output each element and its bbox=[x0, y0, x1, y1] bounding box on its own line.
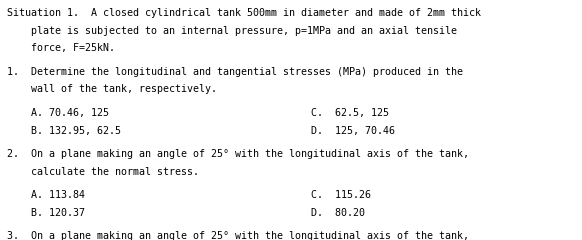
Text: force, F=25kN.: force, F=25kN. bbox=[7, 43, 115, 54]
Text: 1.  Determine the longitudinal and tangential stresses (MPa) produced in the: 1. Determine the longitudinal and tangen… bbox=[7, 67, 463, 77]
Text: plate is subjected to an internal pressure, p=1MPa and an axial tensile: plate is subjected to an internal pressu… bbox=[7, 26, 457, 36]
Text: D.  80.20: D. 80.20 bbox=[311, 208, 365, 218]
Text: A. 70.46, 125: A. 70.46, 125 bbox=[7, 108, 109, 118]
Text: D.  125, 70.46: D. 125, 70.46 bbox=[311, 126, 395, 136]
Text: Situation 1.  A closed cylindrical tank 500mm in diameter and made of 2mm thick: Situation 1. A closed cylindrical tank 5… bbox=[7, 8, 481, 18]
Text: wall of the tank, respectively.: wall of the tank, respectively. bbox=[7, 84, 217, 95]
Text: 2.  On a plane making an angle of 25° with the longitudinal axis of the tank,: 2. On a plane making an angle of 25° wit… bbox=[7, 149, 469, 159]
Text: C.  115.26: C. 115.26 bbox=[311, 190, 371, 200]
Text: A. 113.84: A. 113.84 bbox=[7, 190, 85, 200]
Text: calculate the normal stress.: calculate the normal stress. bbox=[7, 167, 199, 177]
Text: B. 120.37: B. 120.37 bbox=[7, 208, 85, 218]
Text: 3.  On a plane making an angle of 25° with the longitudinal axis of the tank,: 3. On a plane making an angle of 25° wit… bbox=[7, 231, 469, 240]
Text: B. 132.95, 62.5: B. 132.95, 62.5 bbox=[7, 126, 121, 136]
Text: C.  62.5, 125: C. 62.5, 125 bbox=[311, 108, 389, 118]
